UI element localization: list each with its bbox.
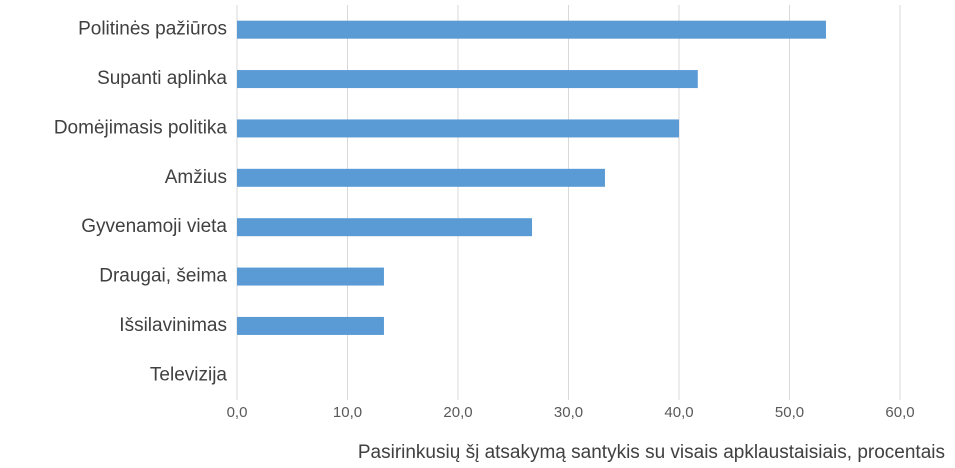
x-tick-label: 30,0: [554, 404, 583, 421]
x-tick-label: 40,0: [664, 404, 693, 421]
y-tick-label: Supanti aplinka: [97, 68, 227, 89]
y-tick-label: Draugai, šeima: [99, 266, 227, 287]
x-tick-label: 0,0: [227, 404, 248, 421]
bar: [237, 316, 384, 335]
bar: [237, 20, 826, 39]
x-tick-label: 20,0: [443, 404, 472, 421]
y-tick-label: Gyvenamoji vieta: [81, 216, 227, 237]
bar: [237, 70, 698, 89]
x-tick-label: 50,0: [775, 404, 804, 421]
bar: [237, 267, 384, 286]
y-tick-label: Amžius: [165, 167, 227, 188]
bar: [237, 218, 533, 237]
x-tick-label: 10,0: [333, 404, 362, 421]
bar: [237, 168, 605, 187]
y-tick-label: Politinės pažiūros: [78, 19, 227, 40]
bar: [237, 119, 679, 138]
y-tick-label: Televizija: [150, 364, 228, 385]
x-tick-label: 60,0: [885, 404, 914, 421]
y-tick-label: Domėjimasis politika: [54, 117, 228, 138]
y-tick-label: Išsilavinimas: [119, 315, 227, 336]
x-axis-title: Pasirinkusių šį atsakymą santykis su vis…: [358, 442, 945, 463]
